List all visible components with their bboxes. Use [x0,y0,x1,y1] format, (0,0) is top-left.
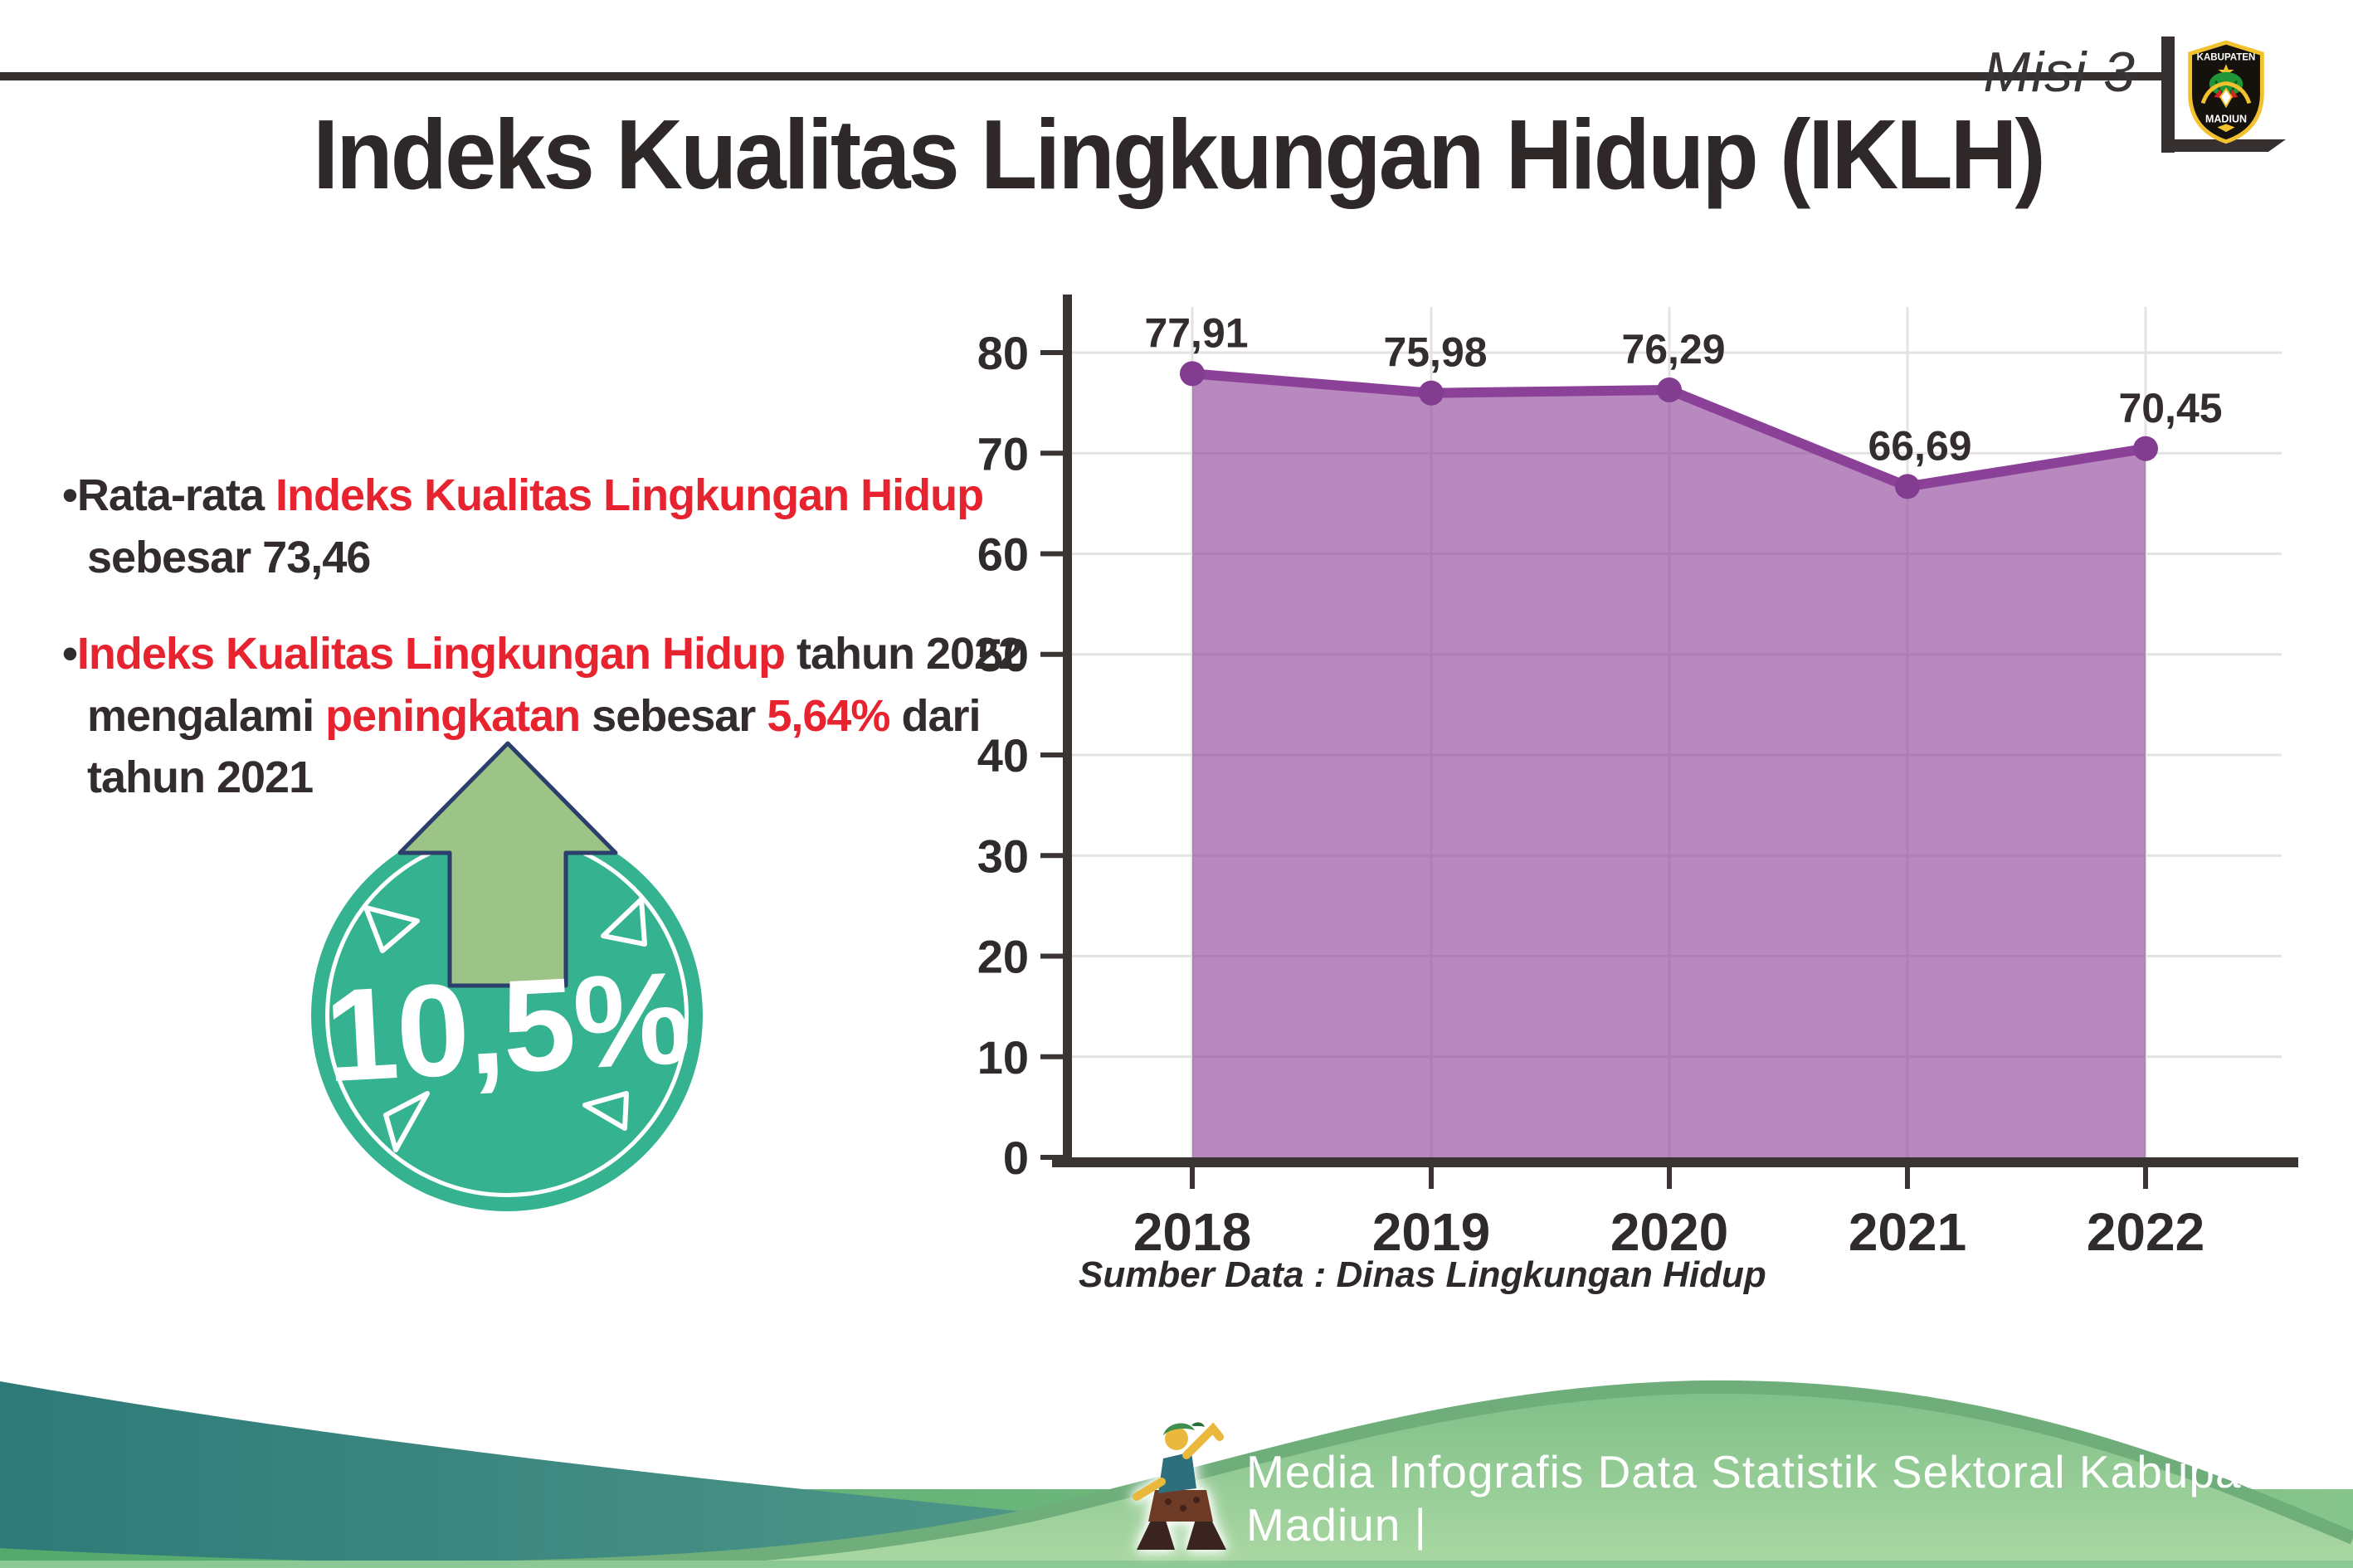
bullet-line: sebesar 73,46 [62,527,991,589]
y-tick-label: 60 [977,528,1029,581]
y-tick [1040,1155,1063,1160]
x-category-label: 2018 [1133,1202,1251,1262]
data-point-label: 66,69 [1868,422,1971,469]
logo-frame-vertical [2161,37,2175,153]
x-category-label: 2019 [1372,1202,1490,1262]
page-title: Indeks Kualitas Lingkungan Hidup (IKLH) [313,100,2046,210]
x-category-label: 2020 [1610,1202,1728,1262]
crest-bottom-text: MADIUN [2205,114,2247,125]
bullet-text-segment: sebesar [580,690,767,741]
chart-axes [1040,295,2298,1189]
badge-value: 10,5% [321,944,693,1110]
source-caption: Sumber Data : Dinas Lingkungan Hidup [1079,1254,1766,1295]
badge-sparkle-icons [363,897,647,1152]
bullet-text-segment: 5,64% [767,690,890,741]
bullet-list: •Rata-rata Indeks Kualitas Lingkungan Hi… [62,465,1023,844]
data-point [2133,436,2158,461]
logo-frame-horizontal [2161,139,2286,152]
y-tick-label: 70 [977,427,1029,480]
bullet-line: mengalami peningkatan sebesar 5,64% dari [62,685,991,747]
y-tick [1040,450,1063,456]
bullet-text-segment: dari [889,690,981,741]
data-point-label: 77,91 [1144,309,1248,356]
y-tick [1040,1054,1063,1059]
x-axis [1052,1157,2298,1167]
bullet-line: •Rata-rata Indeks Kualitas Lingkungan Hi… [62,465,991,527]
y-tick [1040,350,1063,355]
x-tick [2143,1167,2148,1189]
x-tick [1429,1167,1434,1189]
bullet-text-segment: peningkatan [325,690,581,741]
bullet-text-segment: Rata-rata [76,470,275,520]
bullet-line: tahun 2021 [62,747,991,809]
data-point-label: 75,98 [1383,329,1487,376]
dancer-mascot-icon [1133,1422,1226,1550]
bullet-text-segment: Indeks Kualitas Lingkungan Hidup [76,629,786,679]
x-tick [1667,1167,1672,1189]
header-rule [0,72,2167,80]
bullet-marker: • [62,629,78,679]
y-tick [1040,853,1063,859]
area-fill [1192,373,2146,1157]
x-tick [1190,1167,1195,1189]
footer-green-dome [465,1386,2353,1568]
bullet-text-segment: mengalami [87,690,326,741]
iklh-area-chart: 0 10 20 30 40 50 60 70 80 2018 2019 2020 2021 2022 77,… [913,274,2323,1311]
x-category-label: 2022 [2087,1202,2204,1262]
bullet-text-segment: tahun 2022 [784,629,1023,679]
y-tick-label: 50 [977,629,1029,681]
bullet-item: •Indeks Kualitas Lingkungan Hidup tahun … [62,623,1023,809]
y-tick [1040,953,1063,959]
y-tick-label: 40 [977,729,1029,782]
data-point [1180,361,1205,387]
crest-top-text: KABUPATEN [2197,52,2256,62]
bullet-line: •Indeks Kualitas Lingkungan Hidup tahun … [62,623,1023,685]
data-point [1419,380,1444,406]
footer-dome-rim [464,1380,2353,1568]
bullet-marker: • [62,470,78,520]
y-tick [1040,651,1063,657]
data-point [1895,474,1920,499]
footer-caption: Media Infografis Data Statistik Sektoral… [1246,1446,2308,1551]
y-tick [1040,551,1063,557]
footer-bottom-strip [0,1561,2353,1568]
increase-badge: 10,5% [311,741,703,1211]
y-tick-label: 20 [977,931,1029,983]
y-tick-label: 10 [977,1031,1029,1083]
y-tick [1040,752,1063,757]
data-point [1657,377,1682,402]
bullet-item: •Rata-rata Indeks Kualitas Lingkungan Hi… [62,465,991,588]
data-point-label: 70,45 [2118,385,2222,431]
x-tick [1905,1167,1910,1189]
y-tick-label: 0 [1003,1132,1029,1184]
chart-canvas: 0 10 20 30 40 50 60 70 80 2018 2019 2020 2021 2022 77,… [977,295,2298,1262]
y-axis [1063,295,1072,1167]
misi-label: Misi 3 [1983,41,2136,104]
y-tick-label: 30 [977,830,1029,882]
bullet-text-segment: sebesar 73,46 [87,532,371,582]
kabupaten-madiun-crest-icon: KABUPATEN MADIUN [2188,40,2264,144]
y-tick-label: 80 [977,327,1029,379]
bullet-text-segment: Indeks Kualitas Lingkungan Hidup [275,470,984,520]
up-arrow-icon [397,741,618,988]
footer-teal-band [0,1381,1618,1568]
x-category-label: 2021 [1849,1202,1966,1262]
bullet-text-segment: tahun 2021 [87,752,314,803]
data-point-label: 76,29 [1621,326,1725,373]
